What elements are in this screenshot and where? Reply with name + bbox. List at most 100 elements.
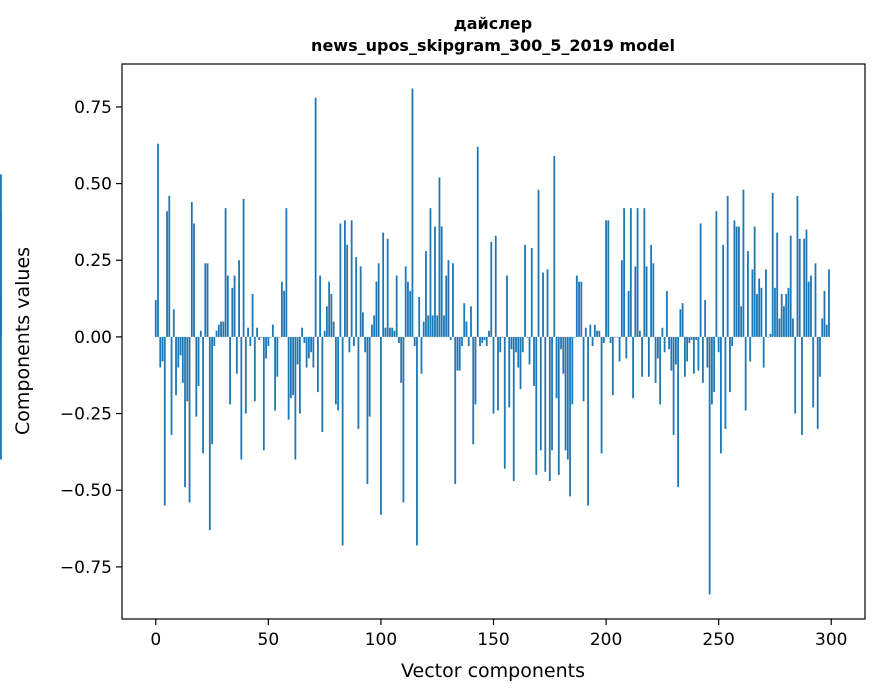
bar-75 (323, 330, 326, 337)
bar-113 (409, 290, 412, 337)
bar-26 (213, 336, 216, 347)
bar-168 (533, 336, 535, 386)
bar-66 (303, 336, 306, 344)
bar-276 (776, 232, 779, 337)
bar-224 (659, 336, 662, 405)
bar-28 (217, 324, 220, 337)
bar-186 (573, 336, 576, 338)
bar-287 (801, 336, 803, 436)
bar-159 (512, 336, 515, 482)
bar-233 (679, 309, 682, 337)
bar-262 (744, 336, 747, 411)
bar-23 (206, 263, 209, 337)
bar-57 (283, 290, 286, 337)
bar-106 (393, 330, 396, 337)
bar-284 (794, 336, 797, 414)
x-tick-label: 150 (477, 630, 509, 650)
bar-165 (526, 336, 529, 338)
bar-254 (726, 195, 729, 337)
bar-55 (278, 336, 281, 338)
bar-41 (247, 327, 249, 337)
bar-294 (816, 336, 819, 429)
bar-246 (708, 336, 711, 595)
bar-257 (733, 220, 736, 337)
bar-208 (623, 208, 625, 337)
bar-232 (677, 336, 680, 488)
bar-40 (244, 336, 247, 414)
bar-131 (449, 336, 452, 340)
bar-144 (479, 336, 481, 347)
bar-247 (711, 336, 713, 405)
bar-108 (398, 336, 400, 344)
bar-27 (215, 330, 218, 337)
bar-291 (810, 275, 812, 337)
bar-264 (749, 336, 752, 362)
bar-15 (188, 336, 191, 503)
bar-266 (753, 226, 756, 337)
bar-126 (438, 177, 441, 337)
bar-143 (476, 146, 479, 337)
bar-192 (587, 336, 589, 506)
bar-167 (530, 247, 533, 337)
bar-82 (339, 223, 342, 337)
bar-121 (427, 315, 430, 337)
bar-209 (625, 336, 628, 359)
bar-124 (434, 226, 436, 337)
bar-240 (695, 336, 698, 340)
bar-241 (697, 336, 700, 371)
bar-155 (503, 336, 506, 469)
bar-158 (510, 336, 513, 350)
y-axis-ticks: −0.75 −0.50 −0.25 0.00 0.25 0.50 0.75 (60, 98, 122, 578)
bar-170 (537, 189, 540, 337)
bar-62 (294, 336, 297, 460)
bar-21 (202, 336, 204, 454)
bar-45 (256, 327, 258, 337)
bar-227 (665, 290, 668, 337)
y-tick-label: 0.50 (74, 175, 112, 195)
bar-43 (251, 293, 254, 337)
bar-71 (314, 97, 317, 337)
bar-78 (330, 293, 333, 337)
bar-207 (620, 260, 623, 337)
bar-270 (762, 336, 765, 368)
bar-51 (269, 336, 272, 338)
bar-231 (674, 336, 677, 365)
bar-211 (629, 208, 632, 337)
bar-252 (722, 244, 725, 337)
bar-120 (425, 251, 427, 337)
chart-title: дайслер (454, 14, 532, 33)
bar-84 (344, 220, 346, 337)
bar-174 (546, 269, 549, 337)
bar-74 (321, 336, 324, 432)
bar-298 (825, 324, 828, 337)
bar-205 (616, 336, 619, 338)
bar-135 (458, 336, 461, 371)
bar-50 (267, 336, 270, 347)
bar-134 (456, 336, 459, 371)
bar-17 (193, 223, 195, 337)
bar-196 (596, 330, 598, 337)
bar-184 (569, 336, 571, 497)
bar-90 (357, 336, 360, 429)
x-tick-label: 200 (590, 630, 622, 650)
bar-49 (265, 336, 267, 359)
bar-80 (334, 336, 337, 405)
y-tick-label: −0.25 (60, 405, 112, 425)
bar-12 (181, 336, 184, 383)
bar-58 (285, 208, 288, 337)
bar-191 (584, 327, 587, 337)
bar-259 (738, 226, 740, 337)
bar-146 (483, 336, 486, 340)
bar-116 (416, 336, 418, 546)
bar-164 (524, 244, 526, 337)
bar-185 (571, 336, 574, 405)
bar-265 (751, 269, 754, 337)
bar-281 (787, 287, 790, 337)
bar-289 (805, 229, 808, 337)
bar-46 (258, 336, 261, 340)
bar-48 (262, 336, 265, 451)
bar-286 (798, 238, 801, 337)
y-axis-label: Components values (12, 247, 34, 435)
bar-292 (812, 336, 815, 408)
